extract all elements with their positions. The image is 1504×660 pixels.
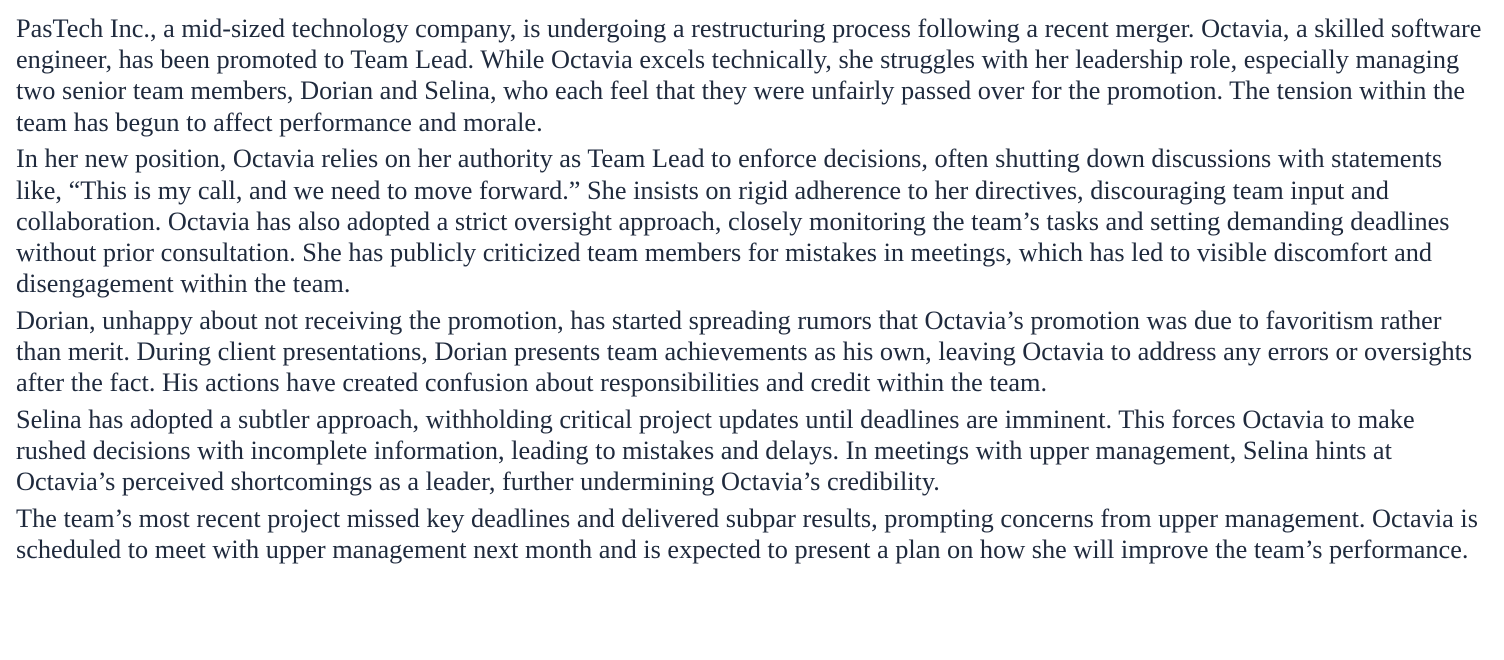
- paragraph-octavia-leadership: In her new position, Octavia relies on h…: [16, 144, 1450, 299]
- case-study-document: PasTech Inc., a mid-sized technology com…: [16, 13, 1486, 571]
- paragraph-selina: Selina has adopted a subtler approach, w…: [16, 404, 1415, 497]
- paragraph-background: PasTech Inc., a mid-sized technology com…: [16, 14, 1482, 137]
- paragraph-outcome: The team’s most recent project missed ke…: [16, 504, 1478, 565]
- paragraph-dorian: Dorian, unhappy about not receiving the …: [16, 305, 1473, 398]
